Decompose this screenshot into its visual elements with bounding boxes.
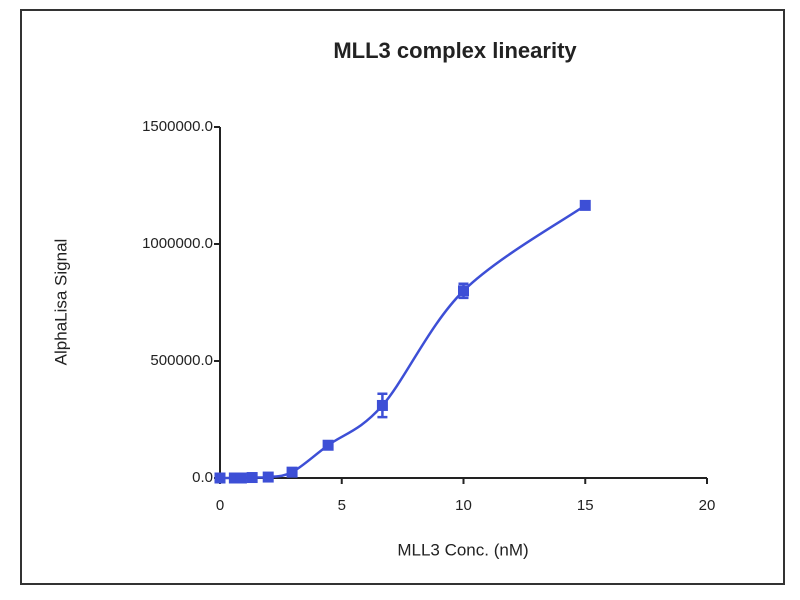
- curve: [220, 204, 586, 480]
- y-axis-label: AlphaLisa Signal: [51, 239, 70, 366]
- chart-title: MLL3 complex linearity: [333, 38, 577, 63]
- marker: [376, 399, 388, 411]
- marker: [214, 472, 226, 484]
- marker: [322, 439, 334, 451]
- frame: [20, 9, 785, 585]
- x-tick-label: 0: [216, 497, 224, 514]
- marker: [579, 199, 591, 211]
- x-tick-label: 20: [699, 497, 716, 514]
- marker: [458, 285, 469, 297]
- x-axis-label: MLL3 Conc. (nM): [397, 540, 528, 559]
- x-tick-label: 15: [577, 497, 594, 514]
- x-tick-label: 10: [455, 497, 472, 514]
- y-tick-label: 0.0: [192, 469, 213, 486]
- y-tick-label: 1500000.0: [142, 118, 213, 135]
- y-tick-label: 500000.0: [150, 352, 213, 369]
- marker: [246, 472, 258, 484]
- marker: [286, 466, 298, 478]
- marker: [262, 471, 274, 483]
- x-tick-label: 5: [338, 497, 346, 514]
- marker: [235, 472, 247, 484]
- y-tick-label: 1000000.0: [142, 235, 213, 252]
- marker: [228, 472, 240, 484]
